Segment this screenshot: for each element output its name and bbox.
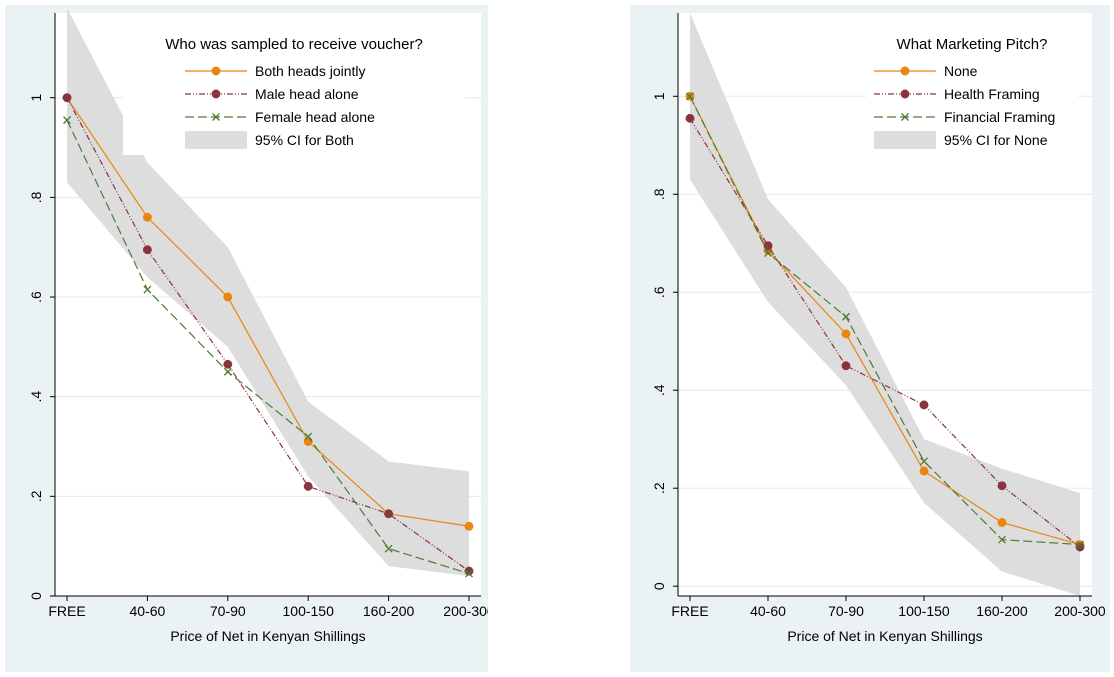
y-tick-label: 0 [28,592,44,600]
ci-band [67,8,469,577]
legend-label-female-head-alone: Female head alone [255,109,375,125]
series-line-none [689,96,1081,546]
y-tick-label: .2 [651,482,667,494]
ci-band [690,13,1080,596]
data-point-female-head-alone [223,367,232,376]
chart-panel-pitch: 0 .2 .4 .6 .8 1 FREE 40-60 70-90 100-150 160-200 20… [630,5,1110,672]
legend-marker-financial-framing [901,113,909,121]
data-point-health-framing [841,361,851,371]
x-tick-label: 160-200 [976,603,1028,619]
legend-marker-both-heads-jointly [211,66,221,76]
data-point-male-head-alone [62,93,72,103]
series-line-male-head-alone [66,97,470,572]
data-point-health-framing [919,400,929,410]
x-tick-label: 40-60 [129,603,165,619]
legend-label-none: None [944,63,978,79]
data-point-financial-framing [842,312,850,321]
data-point-financial-framing [764,249,772,258]
legend-marker-male-head-alone [211,89,221,99]
data-point-male-head-alone [142,245,152,255]
legend-label-ci: 95% CI for None [944,132,1048,148]
legend-title: What Marketing Pitch? [897,36,1048,53]
y-tick-label: .4 [28,391,44,403]
y-tick-label: 0 [651,582,667,590]
chart-panel-sampled: 0 .2 .4 .6 .8 1 FREE 40-60 70-90 100-150 160-200 20… [5,5,488,672]
data-point-none [997,518,1007,527]
data-point-health-framing [763,241,773,251]
y-tick-label: 1 [651,92,667,100]
data-point-financial-framing [1076,540,1084,549]
data-point-both-heads-jointly [464,521,474,531]
data-point-financial-framing [920,457,928,466]
legend-title: Who was sampled to receive voucher? [165,36,423,53]
data-point-male-head-alone [223,359,233,369]
y-tick-label: .8 [28,191,44,203]
data-point-female-head-alone [143,285,152,294]
data-point-female-head-alone [384,544,393,553]
legend-label-both-heads-jointly: Both heads jointly [255,63,366,79]
x-axis-title: Price of Net in Kenyan Shillings [170,628,365,644]
data-point-none [919,466,929,476]
legend-label-male-head-alone: Male head alone [255,86,359,102]
data-point-both-heads-jointly [142,212,152,222]
data-point-female-head-alone [304,432,313,441]
y-tick-label: .6 [651,286,667,298]
data-point-both-heads-jointly [223,292,233,302]
y-tick-label: .4 [651,384,667,396]
x-tick-label: 160-200 [363,603,415,619]
series-line-health-framing [689,118,1081,548]
legend-ci-swatch [874,131,936,149]
legend-label-health-framing: Health Framing [944,86,1040,102]
data-point-female-head-alone [63,116,71,125]
legend-box [123,27,465,155]
data-point-male-head-alone [384,509,394,519]
series-line-financial-framing [689,96,1081,546]
x-axis-title: Price of Net in Kenyan Shillings [787,628,982,644]
x-tick-label: 70-90 [210,603,246,619]
x-tick-label: 200-300 [1054,603,1106,619]
legend-ci-swatch [185,131,247,149]
data-point-financial-framing [998,535,1006,544]
legend-marker-health-framing [900,89,910,99]
data-point-health-framing [685,113,695,123]
y-tick-label: .8 [651,188,667,200]
x-tick-label: 100-150 [283,603,335,619]
legend-label-ci: 95% CI for Both [255,132,354,148]
y-tick-label: .6 [28,291,44,303]
series-line-female-head-alone [66,119,470,575]
data-point-female-head-alone [465,569,473,578]
x-tick-label: 200-300 [443,603,488,619]
legend-label-financial-framing: Financial Framing [944,109,1055,125]
data-point-none [841,329,851,339]
x-tick-label: 40-60 [750,603,786,619]
x-tick-label: 70-90 [828,603,864,619]
legend-marker-none [900,66,910,76]
y-tick-label: .2 [28,490,44,502]
legend-marker-female-head-alone [212,113,220,121]
x-tick-label: FREE [671,603,708,619]
data-point-male-head-alone [303,481,313,491]
y-tick-label: 1 [28,94,44,102]
series-line-both-heads-jointly [66,97,470,527]
x-tick-label: FREE [48,603,85,619]
data-point-financial-framing [686,92,694,101]
data-point-health-framing [997,481,1007,491]
x-tick-label: 100-150 [898,603,950,619]
